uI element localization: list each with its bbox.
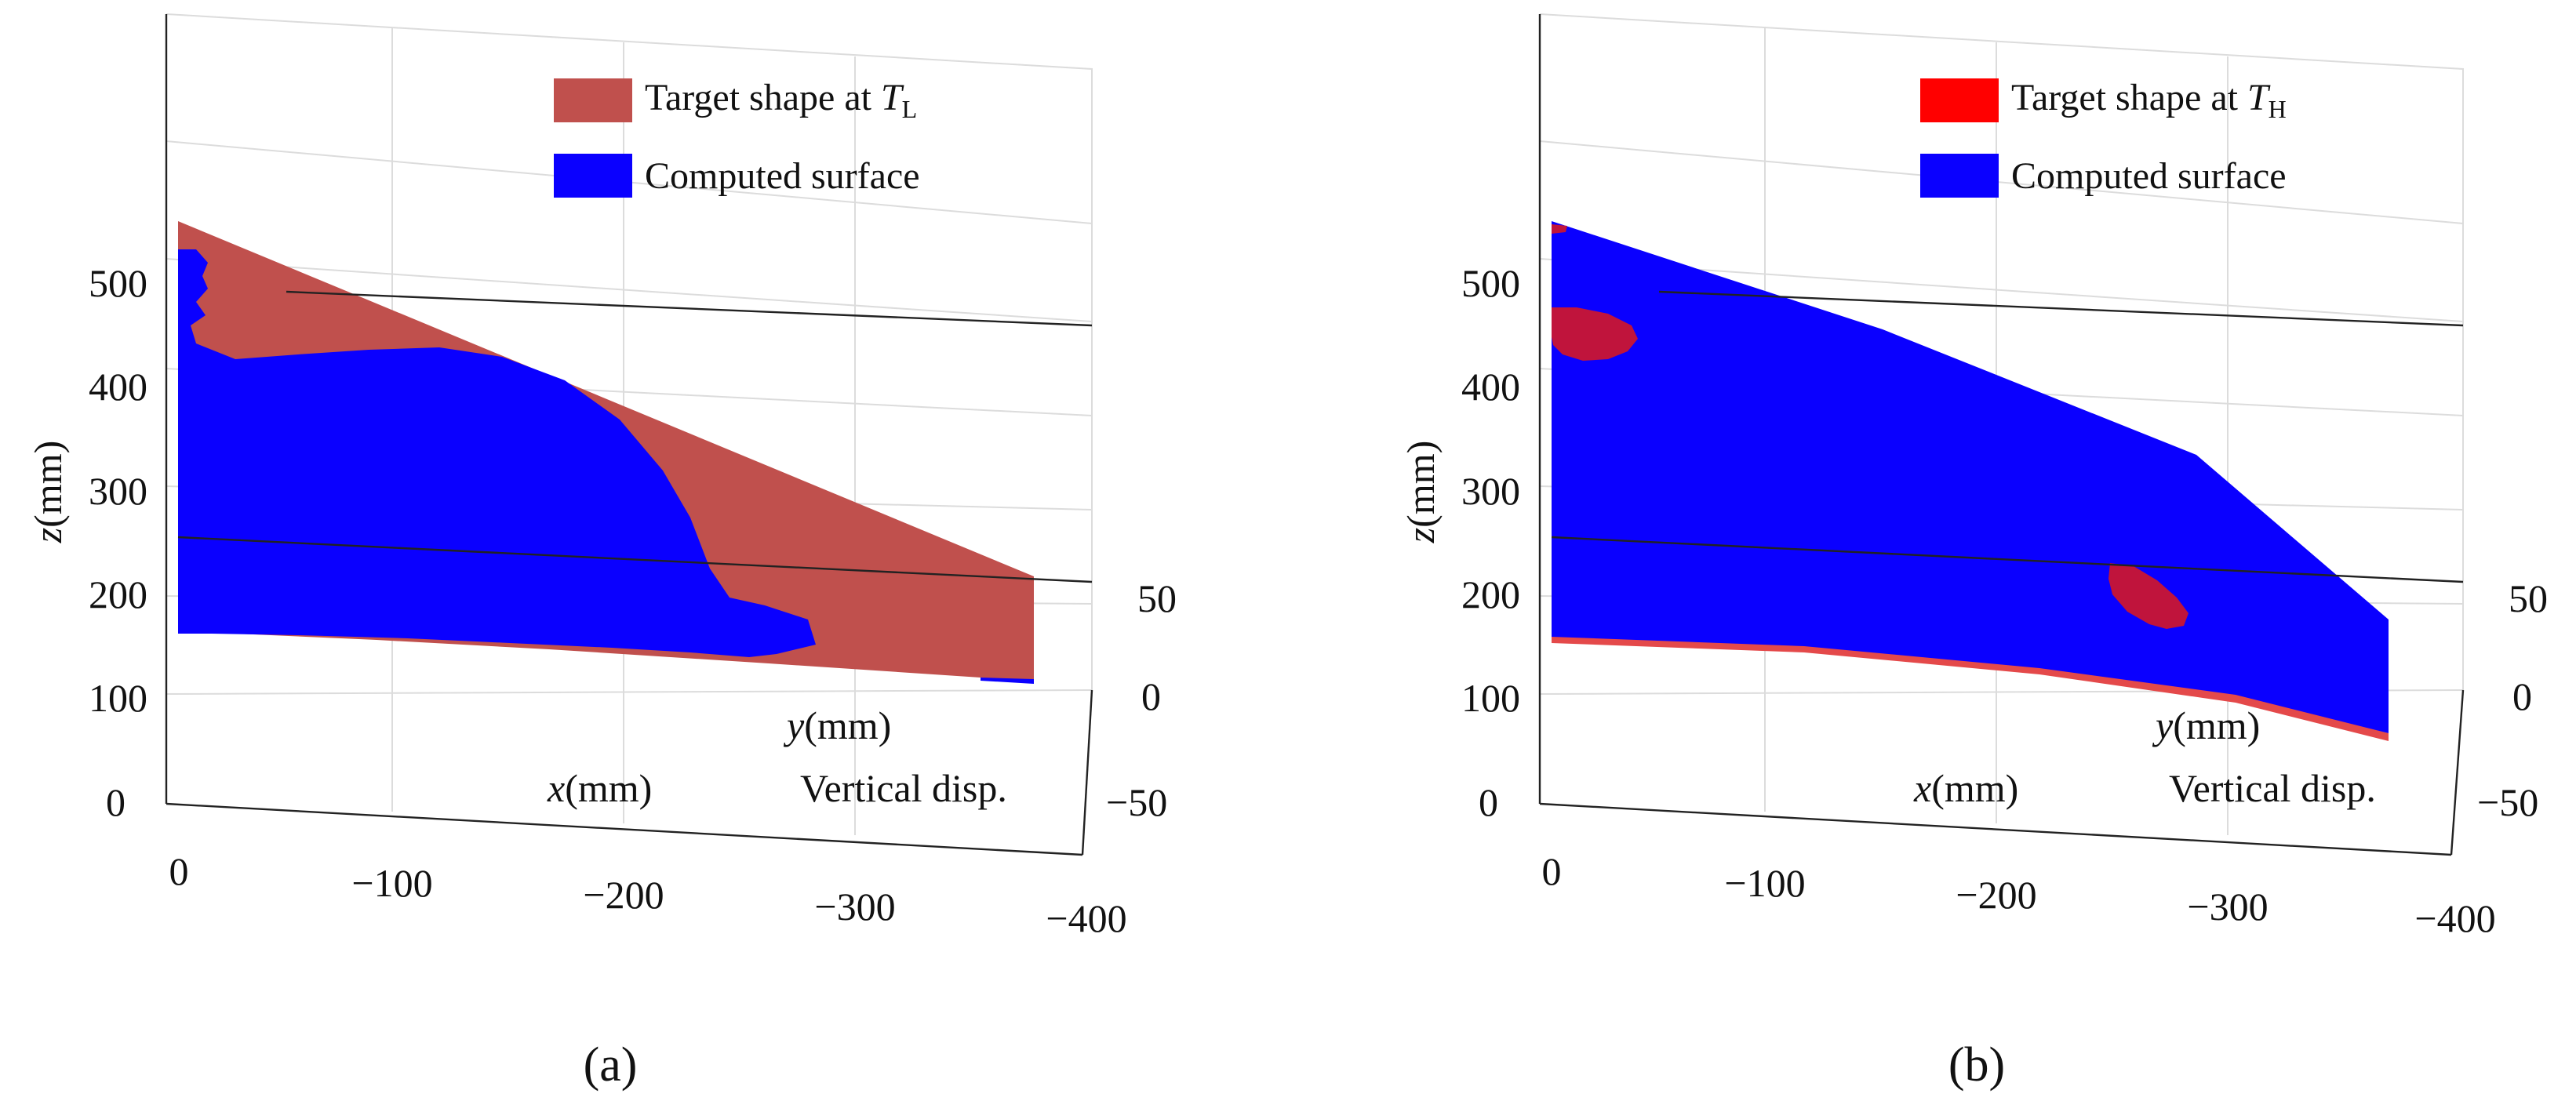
panel-b-ref-line-lower: [1551, 536, 2464, 583]
panel-a-y-tick: 50: [1137, 576, 1177, 620]
panel-a-legend-target-label: Target shape at TL: [645, 77, 917, 123]
panel-b-target-patch: [1552, 224, 1567, 234]
panel-a-computed-sliver: [981, 678, 1034, 684]
panel-b-x-tick: −200: [1956, 873, 2036, 917]
panel-a-computed-surface: [178, 249, 816, 657]
panel-b-z-tick: 400: [1461, 365, 1520, 409]
panel-b-ref-line-upper: [1658, 290, 2464, 327]
panel-a-y-ticks: 50 0 −50: [1106, 576, 1177, 824]
panel-a-ref-line-lower: [177, 536, 1093, 583]
panel-a-z-tick: 0: [106, 780, 126, 824]
panel-b-y-ticks: 50 0 −50: [2477, 576, 2548, 824]
panel-b-z-tick: 500: [1461, 261, 1520, 305]
panel-a-x-tick: −300: [814, 885, 895, 928]
panel-b-legend-target-label: Target shape at TH: [2011, 77, 2287, 123]
panel-a-y-tick: −50: [1106, 780, 1167, 824]
panel-b-x-tick: −400: [2414, 896, 2495, 940]
panel-b-y-label: y(mm): [2152, 703, 2260, 747]
panel-a: 500 400 300 200 100 0 0 −100 −200 −300 −…: [26, 13, 1177, 1092]
panel-a-y-tick: 0: [1141, 674, 1161, 718]
panel-a-vertical-disp-label: Vertical disp.: [800, 766, 1007, 810]
panel-a-z-tick: 100: [89, 676, 147, 720]
panel-b-caption: (b): [1948, 1038, 2005, 1092]
panel-a-z-label: z(mm): [26, 441, 70, 544]
panel-a-x-tick: −400: [1046, 896, 1126, 940]
panel-a-z-tick: 500: [89, 261, 147, 305]
panel-a-z-tick: 400: [89, 365, 147, 409]
panel-a-z-tick: 200: [89, 572, 147, 616]
panel-a-caption: (a): [584, 1038, 638, 1092]
panel-a-legend: Target shape at TL Computed surface: [554, 77, 920, 198]
panel-b-legend: Target shape at TH Computed surface: [1920, 77, 2287, 198]
panel-a-legend-computed-label: Computed surface: [645, 155, 920, 197]
panel-b-target-patch: [2108, 563, 2189, 629]
panel-b-z-tick: 200: [1461, 572, 1520, 616]
panel-b-vertical-disp-label: Vertical disp.: [2169, 766, 2376, 810]
panel-b-z-tick: 0: [1479, 780, 1498, 824]
panel-b-z-ticks: 500 400 300 200 100 0: [1461, 261, 1520, 824]
panel-a-legend-computed-swatch: [554, 154, 632, 198]
panel-a-x-tick: −100: [351, 861, 432, 905]
panel-a-z-tick: 300: [89, 469, 147, 513]
panel-b-z-tick: 300: [1461, 469, 1520, 513]
panel-b: 500 400 300 200 100 0 0 −100 −200 −300 −…: [1399, 13, 2548, 1092]
panel-a-x-axis: [166, 802, 1083, 856]
panel-b-x-ticks: 0 −100 −200 −300 −400: [1542, 849, 2496, 940]
panel-a-x-tick: −200: [583, 873, 664, 917]
panel-b-legend-computed-label: Computed surface: [2011, 155, 2287, 197]
panel-b-z-tick: 100: [1461, 676, 1520, 720]
panel-b-computed-surface: [1552, 221, 2389, 733]
panel-b-x-axis: [1539, 802, 2452, 856]
panel-a-z-ticks: 500 400 300 200 100 0: [89, 261, 147, 824]
panel-a-x-tick: 0: [169, 849, 189, 893]
panel-b-target-patch: [1552, 307, 1638, 361]
panel-b-y-tick: 0: [2512, 674, 2532, 718]
panel-a-y-label: y(mm): [783, 703, 891, 747]
panel-b-x-tick: −300: [2187, 885, 2268, 928]
panel-a-legend-target-swatch: [554, 78, 632, 122]
panel-a-y-axis: [1081, 689, 1093, 856]
panel-b-y-tick: −50: [2477, 780, 2538, 824]
panel-a-x-ticks: 0 −100 −200 −300 −400: [169, 849, 1127, 940]
panel-b-x-label: x(mm): [1913, 766, 2018, 810]
panel-b-y-tick: 50: [2509, 576, 2548, 620]
panel-b-x-tick: −100: [1724, 861, 1805, 905]
panel-b-target-surface: [1552, 631, 2389, 741]
panel-a-x-label: x(mm): [547, 766, 652, 810]
panel-b-legend-target-swatch: [1920, 78, 1999, 122]
panel-b-y-axis: [2450, 689, 2465, 856]
panel-b-z-label: z(mm): [1399, 441, 1443, 544]
panel-b-x-tick: 0: [1542, 849, 1562, 893]
panel-b-legend-computed-swatch: [1920, 154, 1999, 198]
panel-a-ref-line-upper: [286, 290, 1093, 327]
